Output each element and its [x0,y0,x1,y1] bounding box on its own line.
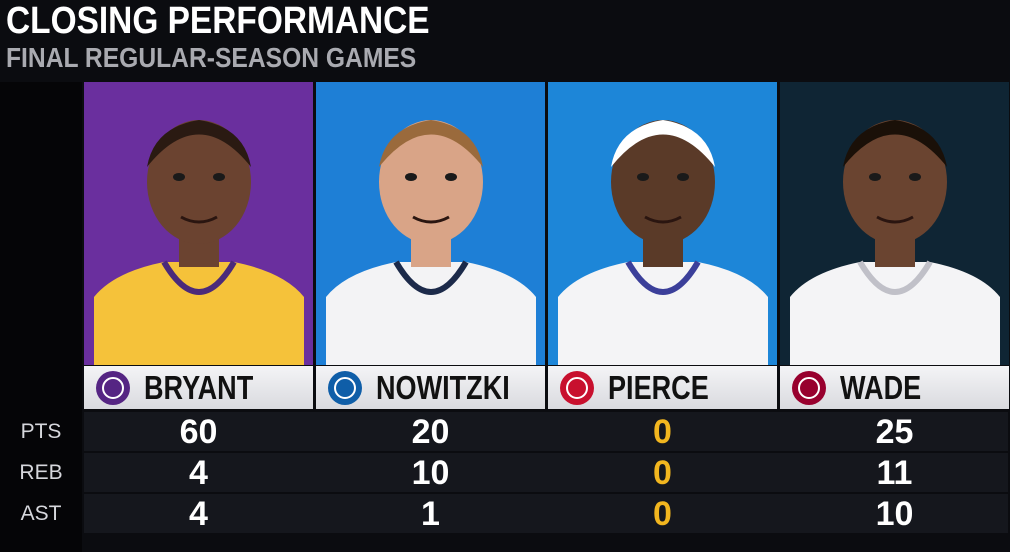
stat-value: 4 [189,454,208,492]
player-name: NOWITZKI [376,369,510,406]
team-logo [560,371,594,405]
stat-value: 1 [421,495,440,533]
name-bar: NOWITZKI [316,366,545,409]
name-bar: WADE [780,366,1009,409]
player-photo [780,82,1009,365]
stat-row [84,453,1008,492]
stat-value: 0 [653,495,672,533]
player-silhouette [94,120,304,365]
team-logo [96,371,130,405]
title: CLOSING PERFORMANCE [6,0,430,42]
stat-value: 11 [876,454,913,492]
player-photo [316,82,545,365]
player-photo [84,82,313,365]
row-label: AST [20,502,62,525]
stat-value: 60 [179,413,218,451]
player-silhouette [326,120,536,365]
player-silhouette [790,120,1000,365]
stat-value: 20 [411,413,450,451]
stat-row [84,412,1008,451]
team-logo [792,371,826,405]
player-photo [548,82,777,365]
stat-value: 10 [411,454,450,492]
subtitle: FINAL REGULAR-SEASON GAMES [6,42,417,73]
row-label: PTS [20,420,62,443]
player-silhouette [558,120,768,365]
player-name: WADE [840,369,922,406]
name-bar: PIERCE [548,366,777,409]
label-column [0,82,82,552]
stat-value: 0 [653,454,672,492]
stat-row [84,494,1008,533]
stat-value: 25 [875,413,914,451]
player-name: BRYANT [144,369,254,406]
name-bar: BRYANT [84,366,313,409]
stat-value: 4 [189,495,208,533]
stat-value: 0 [653,413,672,451]
player-name: PIERCE [608,369,709,406]
row-label: REB [19,461,63,484]
team-logo [328,371,362,405]
stat-value: 10 [875,495,914,533]
